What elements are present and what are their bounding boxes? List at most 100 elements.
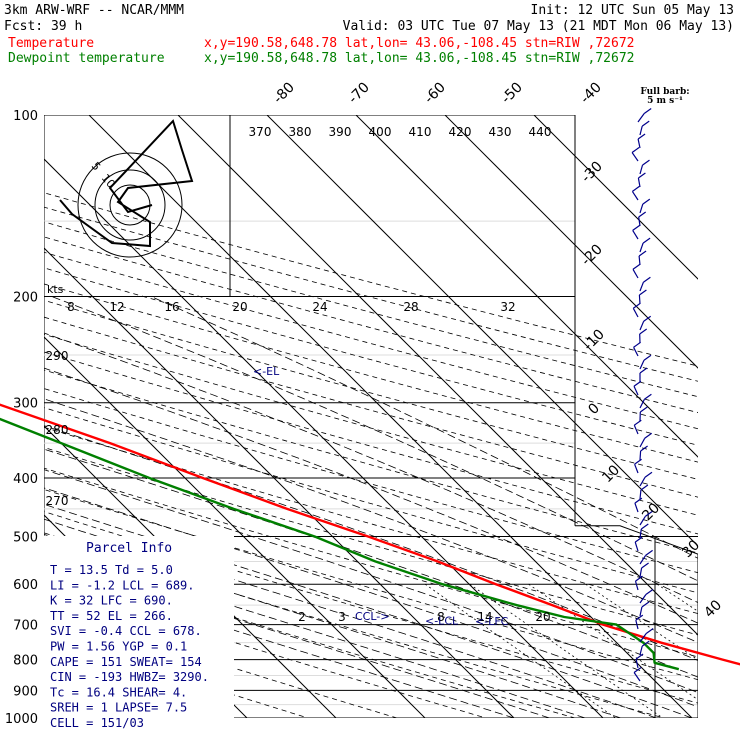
wind-barb	[639, 315, 652, 331]
isotherm-line	[355, 115, 698, 458]
mixing-ratio-label: 14	[477, 610, 492, 624]
wind-barb-flag	[639, 328, 648, 335]
parcel-info-row: CELL = 151/03	[50, 716, 144, 730]
wind-barb-flag	[645, 628, 654, 634]
parcel-info-row: LI = -1.2 LCL = 689.	[50, 578, 195, 592]
hodograph-ring	[77, 152, 183, 258]
dry-adiabat-line	[44, 351, 698, 535]
wind-barb-flag	[645, 549, 653, 556]
dry-adiabat-line	[44, 206, 698, 382]
moist-adiabat-line	[44, 425, 698, 661]
theta-left-label: 270	[46, 494, 69, 508]
dewpoint-series-line	[0, 417, 680, 671]
lfc-marker: <-LFC	[475, 615, 509, 628]
pressure-tick-label: 100	[13, 109, 38, 124]
wind-barb-flag	[644, 471, 653, 478]
wind-barb-staff	[639, 125, 643, 136]
wind-barb	[635, 614, 644, 630]
theta-tick-label: 430	[489, 125, 512, 139]
wind-barb-staff	[634, 541, 639, 552]
dry-adiabat-line	[44, 607, 398, 718]
wind-barb-staff	[638, 294, 641, 305]
wind-barb-staff	[637, 177, 641, 188]
hodograph-speed-tick: 20	[232, 300, 247, 314]
parcel-info-row: SVI = -0.4 CCL = 678.	[50, 624, 202, 638]
theta-tick-label: 440	[529, 125, 552, 139]
lcl-marker: <-LCL	[425, 614, 459, 627]
theta-tick-label: 370	[249, 125, 272, 139]
wind-barb-flag	[637, 133, 646, 140]
theta-tick-label: 400	[369, 125, 392, 139]
wind-barb-staff	[639, 489, 642, 500]
wind-barb-staff	[639, 477, 646, 487]
parcel-info-row: K = 32 LFC = 690.	[50, 594, 173, 608]
wind-barb-flag	[634, 497, 643, 504]
dry-adiabat-line	[44, 388, 698, 574]
lower-right-boundary	[575, 525, 698, 718]
hodograph-units-label: kts	[47, 283, 64, 296]
wind-barb	[634, 575, 643, 591]
wind-barb	[639, 120, 650, 136]
dry-adiabat-line	[44, 267, 698, 446]
wind-barb	[632, 263, 641, 279]
wind-barb	[632, 302, 641, 318]
wind-barb-flag	[632, 185, 640, 192]
wind-barb-flag	[641, 640, 650, 647]
parcel-info-row: PW = 1.56 YGP = 0.1	[50, 640, 187, 654]
wind-barb-staff	[631, 152, 639, 162]
wind-barb-staff	[639, 645, 643, 656]
wind-barb	[639, 510, 653, 526]
mixing-ratio-line	[424, 583, 616, 718]
wind-barb	[637, 133, 646, 149]
pressure-tick-label: 1000	[5, 712, 38, 727]
wind-barb	[639, 237, 651, 253]
wind-barb-flag	[635, 614, 644, 621]
wind-barb-flag	[631, 147, 640, 153]
wind-barb-staff	[639, 528, 642, 539]
wind-barb-staff	[633, 385, 639, 396]
wind-barb-flag	[642, 237, 651, 244]
valid-time: Valid: 03 UTC Tue 07 May 13 (21 MDT Mon …	[343, 19, 734, 34]
wind-barb-flag	[639, 289, 647, 296]
wind-barb-flag	[641, 120, 650, 127]
wind-barb	[639, 628, 654, 643]
isotherm-line	[177, 115, 698, 636]
wind-barb-flag	[638, 250, 647, 257]
el-marker: <-EL	[253, 365, 280, 378]
parcel-info-title: Parcel Info	[86, 541, 172, 556]
pressure-tick-label: 700	[13, 619, 38, 634]
wind-barb-flag	[640, 445, 648, 452]
mixing-ratio-label: 8	[437, 610, 445, 624]
mixing-ratio-label: 20	[535, 610, 550, 624]
wind-barb-flag	[644, 393, 652, 400]
mixing-ratio-label: 3	[338, 610, 346, 624]
wind-barb	[635, 653, 644, 669]
wind-barb	[633, 667, 642, 682]
wind-barb-flag	[634, 458, 642, 465]
wind-barb-flag	[638, 211, 647, 218]
wind-barb	[631, 185, 640, 201]
wind-barb-flag	[639, 406, 648, 413]
hodograph-speed-tick: 12	[109, 300, 124, 314]
wind-barb-flag	[632, 302, 641, 309]
theta-left-label: 280	[46, 423, 69, 437]
hodograph-speed-tick: 28	[403, 300, 418, 314]
temperature-legend: Temperature	[8, 36, 94, 51]
dry-adiabat-line	[44, 299, 698, 480]
isotherm-line	[444, 115, 698, 369]
wind-barb-staff	[632, 269, 639, 279]
wind-barb-flag	[643, 315, 652, 322]
wind-barb-flag	[643, 276, 651, 283]
hodograph-speed-tick: 16	[164, 300, 179, 314]
wind-barb	[633, 380, 642, 396]
moist-adiabat-line	[44, 503, 693, 718]
wind-barb-flag	[642, 198, 651, 205]
wind-barb	[634, 497, 643, 513]
pressure-tick-label: 300	[13, 397, 38, 412]
wind-barb	[638, 211, 647, 227]
wind-barb	[639, 328, 648, 344]
isotherm-line	[44, 158, 604, 718]
wind-barb	[639, 198, 651, 214]
wind-barb-staff	[639, 320, 645, 331]
wind-barb	[639, 484, 649, 500]
